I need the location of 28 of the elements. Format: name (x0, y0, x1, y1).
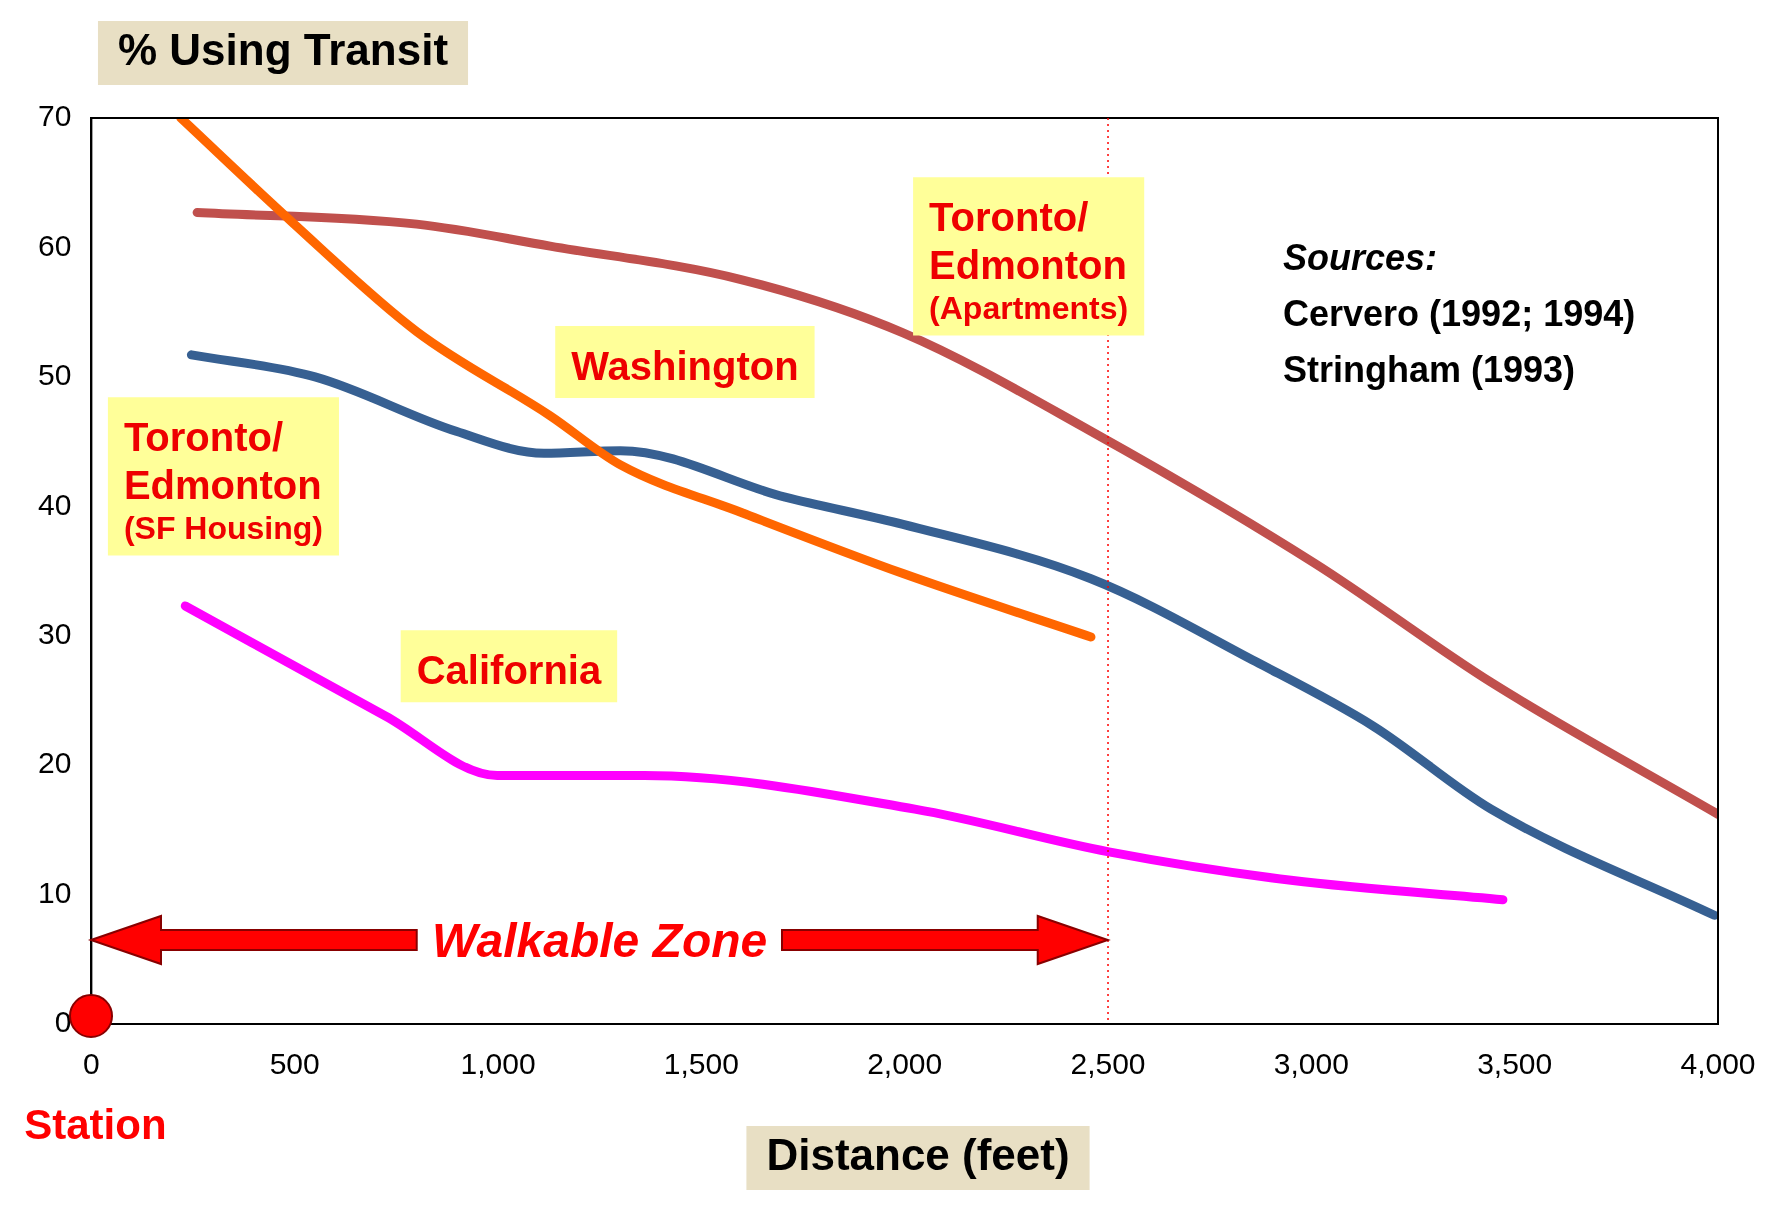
x-tick-label: 2,000 (867, 1047, 943, 1081)
series-label: California (416, 648, 602, 693)
series-label: Washington (571, 344, 799, 389)
x-axis-title: Distance (feet) (766, 1130, 1070, 1180)
x-tick-label: 3,000 (1273, 1047, 1349, 1081)
y-tick-label: 50 (37, 358, 72, 392)
x-tick-label: 3,500 (1477, 1047, 1553, 1081)
annotation: Walkable Zone (432, 913, 768, 967)
y-axis-title: % Using Transit (117, 25, 449, 75)
x-tick-label: 1,000 (460, 1047, 536, 1081)
y-tick-label: 0 (54, 1005, 72, 1039)
y-tick-label: 20 (37, 746, 72, 780)
x-tick-label: 0 (83, 1047, 100, 1081)
y-tick-label: 70 (37, 99, 72, 133)
y-tick-label: 10 (37, 875, 72, 909)
x-tick-label: 2,500 (1070, 1047, 1146, 1081)
series-label: Toronto/ Edmonton (Apartments) (929, 195, 1129, 326)
text: Station (24, 1101, 167, 1148)
y-tick-label: 60 (37, 228, 72, 262)
y-tick-label: 40 (37, 487, 72, 521)
annotation: Cervero (1992; 1994) (1283, 293, 1636, 334)
x-tick-label: 500 (269, 1047, 320, 1081)
annotation: Stringham (1993) (1283, 349, 1576, 390)
y-tick-label: 30 (37, 616, 72, 650)
x-tick-label: 1,500 (663, 1047, 739, 1081)
annotation: Sources: (1283, 237, 1438, 278)
x-tick-label: 4,000 (1680, 1047, 1756, 1081)
series-label: Toronto/ Edmonton (SF Housing) (123, 415, 323, 546)
